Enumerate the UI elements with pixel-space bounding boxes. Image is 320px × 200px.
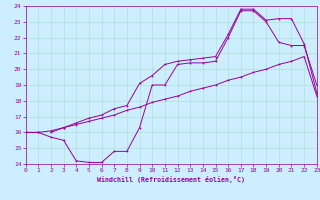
X-axis label: Windchill (Refroidissement éolien,°C): Windchill (Refroidissement éolien,°C) <box>97 176 245 183</box>
